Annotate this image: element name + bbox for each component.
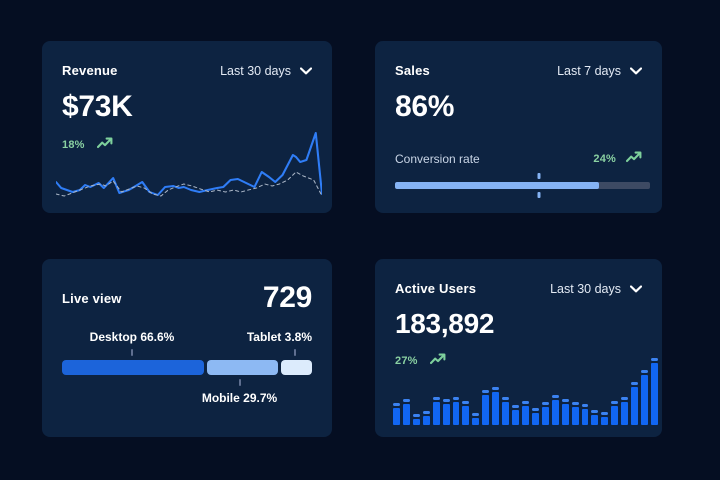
sales-title: Sales	[395, 63, 430, 78]
bar	[541, 402, 549, 425]
bar	[462, 401, 470, 425]
bar	[521, 401, 529, 425]
revenue-change: 18%	[62, 136, 312, 154]
bar	[561, 399, 569, 425]
revenue-title: Revenue	[62, 63, 118, 78]
active-users-period-select[interactable]: Last 30 days	[550, 282, 642, 296]
conversion-progress-track	[395, 182, 650, 189]
bar	[551, 395, 559, 425]
bar	[422, 411, 430, 425]
bar	[502, 397, 510, 425]
bar	[601, 412, 609, 425]
conversion-row: Conversion rate 24%	[395, 150, 642, 168]
active-users-card: Active Users Last 30 days 183,892 27%	[375, 259, 662, 437]
revenue-line-chart-svg	[56, 132, 322, 197]
tablet-tick	[293, 349, 296, 356]
conversion-progress	[395, 173, 650, 198]
bar	[650, 358, 658, 425]
label-row-top: Desktop 66.6% Tablet 3.8%	[62, 330, 312, 360]
sales-change-percent: 24%	[593, 153, 616, 165]
sales-card-header: Sales Last 7 days	[395, 63, 642, 78]
revenue-period-select[interactable]: Last 30 days	[220, 64, 312, 78]
bar	[571, 402, 579, 425]
tablet-segment	[280, 360, 312, 375]
mobile-tick	[238, 379, 241, 386]
live-view-header: Live view 729	[62, 281, 312, 315]
bar	[581, 404, 589, 425]
revenue-period-label: Last 30 days	[220, 63, 291, 78]
trend-up-icon	[96, 136, 113, 154]
trend-up-icon	[429, 352, 446, 370]
mobile-label: Mobile 29.7%	[201, 391, 278, 405]
chevron-down-icon	[630, 284, 642, 293]
active-users-change-percent: 27%	[395, 355, 418, 367]
active-users-change: 27%	[395, 352, 642, 370]
bar	[402, 399, 410, 425]
bar	[641, 370, 648, 425]
bar	[531, 408, 539, 425]
desktop-segment	[62, 360, 204, 375]
trend-up-icon	[625, 150, 642, 168]
conversion-progress-fill	[395, 182, 599, 189]
sales-period-select[interactable]: Last 7 days	[557, 64, 642, 78]
bar	[432, 397, 440, 425]
progress-target-tick-bottom	[537, 192, 541, 198]
revenue-value: $73K	[62, 90, 133, 123]
tablet-label: Tablet 3.8%	[246, 330, 312, 344]
bar	[393, 403, 400, 425]
progress-target-tick-top	[537, 173, 541, 179]
chevron-down-icon	[300, 66, 312, 75]
revenue-line-chart	[56, 131, 322, 197]
desktop-tick	[131, 349, 133, 356]
label-row-bottom: Mobile 29.7%	[62, 375, 312, 405]
live-view-title: Live view	[62, 290, 122, 306]
bar	[621, 397, 629, 425]
revenue-card: Revenue Last 30 days $73K 18%	[42, 41, 332, 213]
bar	[591, 410, 599, 425]
sales-card: Sales Last 7 days 86% Conversion rate 24…	[375, 41, 662, 213]
active-users-value: 183,892	[395, 308, 495, 339]
bar	[412, 414, 420, 425]
revenue-card-header: Revenue Last 30 days	[62, 63, 312, 78]
bar	[482, 390, 490, 425]
bar	[442, 399, 450, 425]
bar	[492, 387, 500, 425]
bar	[611, 401, 619, 425]
active-users-period-label: Last 30 days	[550, 281, 621, 296]
sales-value: 86%	[395, 90, 455, 123]
desktop-label: Desktop 66.6%	[89, 330, 175, 344]
conversion-rate-label: Conversion rate	[395, 152, 480, 166]
bar	[472, 413, 480, 425]
revenue-change-percent: 18%	[62, 139, 85, 151]
live-view-count: 729	[262, 281, 312, 314]
device-split-chart: Desktop 66.6% Tablet 3.8% Mobile 29.7%	[62, 330, 312, 405]
sales-change: 24%	[593, 150, 642, 168]
bar	[631, 382, 639, 425]
chevron-down-icon	[630, 66, 642, 75]
active-users-title: Active Users	[395, 281, 477, 296]
bar	[452, 397, 460, 425]
active-users-bar-chart	[393, 355, 658, 425]
mobile-segment	[206, 360, 278, 375]
active-users-card-header: Active Users Last 30 days	[395, 281, 642, 296]
sales-period-label: Last 7 days	[557, 63, 621, 78]
live-view-card: Live view 729 Desktop 66.6% Tablet 3.8% …	[42, 259, 332, 437]
bar	[512, 405, 519, 425]
device-split-bar	[62, 360, 312, 375]
